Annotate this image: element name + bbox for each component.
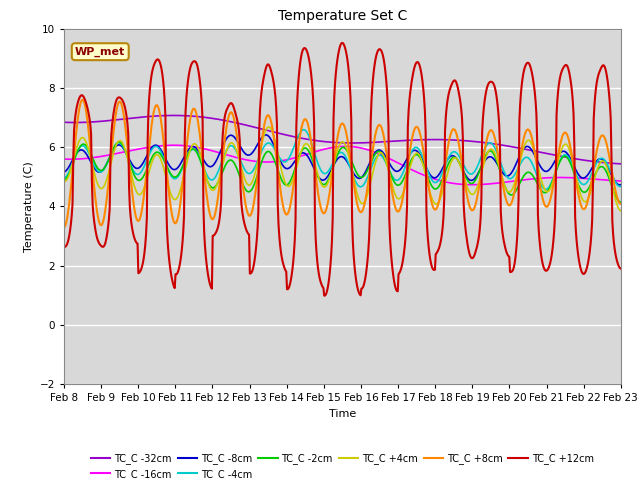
TC_C -8cm [428,173,435,179]
TC_C +12cm [127,220,135,226]
TC_C -32cm [127,115,135,121]
TC_C -2cm [115,139,123,145]
TC_C -32cm [185,113,193,119]
TC_C -4cm [127,164,135,169]
TC_C -2cm [214,180,222,185]
TC_C +8cm [60,224,68,230]
TC_C +12cm [70,127,78,133]
X-axis label: Time: Time [329,408,356,419]
TC_C +8cm [617,201,625,207]
TC_C -32cm [617,161,625,167]
TC_C -4cm [428,176,435,181]
TC_C +8cm [411,126,419,132]
TC_C +8cm [214,193,222,199]
Line: TC_C -8cm: TC_C -8cm [64,135,621,185]
Text: WP_met: WP_met [75,47,125,57]
Line: TC_C -32cm: TC_C -32cm [64,116,621,164]
TC_C +4cm [214,181,221,187]
Title: Temperature Set C: Temperature Set C [278,10,407,24]
TC_C -8cm [214,156,221,161]
TC_C -2cm [185,150,193,156]
TC_C -2cm [617,199,625,205]
TC_C +12cm [214,227,221,232]
TC_C +8cm [185,126,193,132]
TC_C +12cm [321,293,328,299]
TC_C -16cm [468,182,476,188]
TC_C -16cm [70,156,78,162]
TC_C +4cm [411,152,419,157]
TC_C +12cm [617,266,625,272]
TC_C +8cm [79,97,86,103]
TC_C -8cm [60,169,68,175]
TC_C -8cm [70,155,78,160]
TC_C -16cm [60,156,68,162]
Line: TC_C -16cm: TC_C -16cm [64,145,621,185]
TC_C -8cm [617,182,625,188]
TC_C -4cm [617,183,625,189]
TC_C +12cm [338,40,346,46]
TC_C +12cm [60,244,68,250]
TC_C -32cm [170,113,178,119]
TC_C -2cm [60,177,68,182]
Line: TC_C -4cm: TC_C -4cm [64,130,621,190]
TC_C -4cm [184,152,192,158]
TC_C -2cm [70,158,78,164]
TC_C -32cm [411,137,419,143]
TC_C -16cm [185,143,193,149]
TC_C -4cm [70,156,78,162]
TC_C +8cm [70,151,78,157]
TC_C -8cm [127,160,135,166]
TC_C -32cm [60,120,68,125]
TC_C -16cm [214,149,222,155]
TC_C -16cm [411,168,419,174]
TC_C -8cm [262,132,270,138]
TC_C -2cm [128,168,136,173]
TC_C +4cm [60,179,68,184]
TC_C +8cm [428,197,435,203]
Line: TC_C +12cm: TC_C +12cm [64,43,621,296]
TC_C -32cm [428,137,435,143]
TC_C -8cm [616,182,624,188]
TC_C -8cm [184,147,192,153]
TC_C -16cm [170,143,178,148]
TC_C +4cm [70,155,78,160]
TC_C -4cm [542,187,550,192]
TC_C +4cm [428,193,435,199]
TC_C -2cm [428,182,435,188]
Line: TC_C -2cm: TC_C -2cm [64,142,621,202]
TC_C +4cm [127,172,135,178]
TC_C -32cm [70,120,78,125]
TC_C -32cm [214,117,222,122]
TC_C -2cm [411,152,419,158]
Line: TC_C +4cm: TC_C +4cm [64,127,621,211]
TC_C -4cm [214,170,221,176]
TC_C +8cm [128,190,136,195]
TC_C +12cm [428,264,436,270]
TC_C -16cm [127,147,135,153]
TC_C -8cm [411,147,419,153]
TC_C +4cm [264,124,272,130]
Legend: TC_C -32cm, TC_C -16cm, TC_C -8cm, TC_C -4cm, TC_C -2cm, TC_C +4cm, TC_C +8cm, T: TC_C -32cm, TC_C -16cm, TC_C -8cm, TC_C … [87,449,598,480]
TC_C -4cm [411,145,419,151]
TC_C +12cm [184,79,192,84]
TC_C +4cm [184,155,192,161]
TC_C -16cm [617,178,625,184]
Line: TC_C +8cm: TC_C +8cm [64,100,621,227]
TC_C -4cm [300,127,307,132]
Y-axis label: Temperature (C): Temperature (C) [24,161,34,252]
TC_C -4cm [60,175,68,181]
TC_C +12cm [412,61,419,67]
TC_C +4cm [617,208,625,214]
TC_C -16cm [428,175,435,181]
